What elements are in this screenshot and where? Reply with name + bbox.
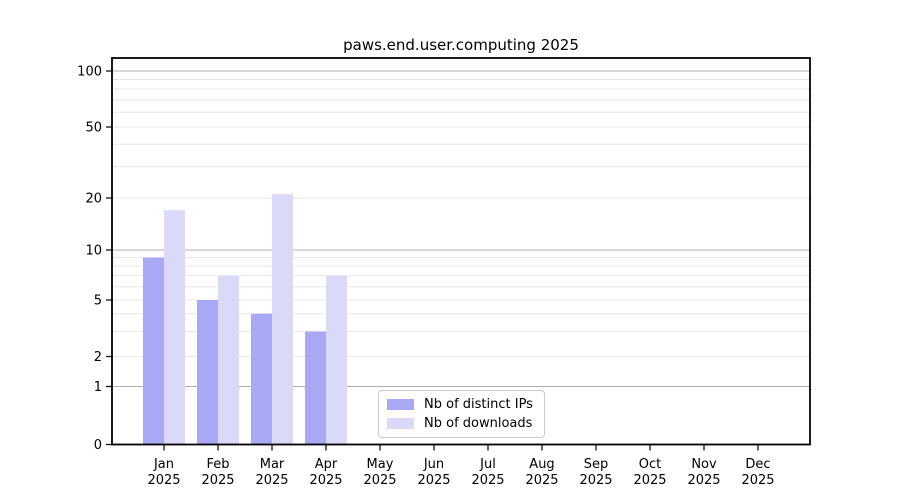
y-axis: 0 1 2 5 10 20 50 100 [77, 65, 112, 453]
x-axis: Jan2025Feb2025Mar2025Apr2025May2025Jun20… [147, 444, 775, 488]
x-tick-label-year: 2025 [363, 473, 396, 488]
x-tick-label-year: 2025 [741, 473, 774, 488]
bar-distinct-ips-mar [251, 313, 272, 445]
x-tick-label-month: Jul [479, 457, 496, 472]
bar-distinct-ips-feb [197, 300, 218, 445]
legend: Nb of distinct IPs Nb of downloads [378, 390, 545, 438]
bar-downloads-jan [164, 210, 185, 445]
x-tick-label-month: Jun [423, 457, 444, 472]
y-tick-label: 5 [94, 294, 102, 309]
legend-swatch-downloads [387, 418, 414, 429]
y-tick-label: 0 [94, 438, 102, 453]
bar-downloads-feb [218, 275, 239, 445]
legend-label-distinct-ips: Nb of distinct IPs [424, 397, 533, 412]
x-tick-label-year: 2025 [525, 473, 558, 488]
legend-item-downloads: Nb of downloads [387, 416, 544, 431]
bar-downloads-apr [326, 275, 347, 445]
x-tick-label-month: Feb [206, 457, 229, 472]
legend-label-downloads: Nb of downloads [424, 416, 533, 431]
y-tick-label: 2 [94, 350, 102, 365]
x-tick-label-month: Dec [745, 457, 770, 472]
plot-box [111, 57, 811, 446]
legend-item-distinct-ips: Nb of distinct IPs [387, 397, 544, 412]
x-tick-label-year: 2025 [633, 473, 666, 488]
x-tick-label-year: 2025 [309, 473, 342, 488]
x-tick-label-year: 2025 [417, 473, 450, 488]
chart-title: paws.end.user.computing 2025 [343, 36, 579, 54]
x-tick-label-month: Oct [639, 457, 661, 472]
y-tick-label: 1 [94, 380, 102, 395]
y-tick-label: 20 [85, 192, 102, 207]
x-tick-label-month: Sep [584, 457, 609, 472]
x-tick-label-year: 2025 [255, 473, 288, 488]
x-tick-label-month: Nov [691, 457, 717, 472]
y-tick-label: 50 [85, 121, 102, 136]
x-tick-label-month: Apr [315, 457, 338, 472]
x-tick-label-month: Mar [260, 457, 285, 472]
x-tick-label-year: 2025 [201, 473, 234, 488]
y-tick-label: 10 [85, 244, 102, 259]
y-tick-label: 100 [77, 65, 102, 80]
bar-distinct-ips-apr [305, 331, 326, 445]
x-tick-label-year: 2025 [579, 473, 612, 488]
x-tick-label-year: 2025 [471, 473, 504, 488]
bar-downloads-mar [272, 194, 293, 445]
x-tick-label-year: 2025 [147, 473, 180, 488]
x-tick-label-month: Aug [529, 457, 554, 472]
x-tick-label-month: Jan [153, 457, 174, 472]
x-tick-label-year: 2025 [687, 473, 720, 488]
bar-distinct-ips-jan [143, 257, 164, 445]
legend-swatch-distinct-ips [387, 399, 414, 410]
bars [143, 194, 347, 445]
x-tick-label-month: May [367, 457, 394, 472]
